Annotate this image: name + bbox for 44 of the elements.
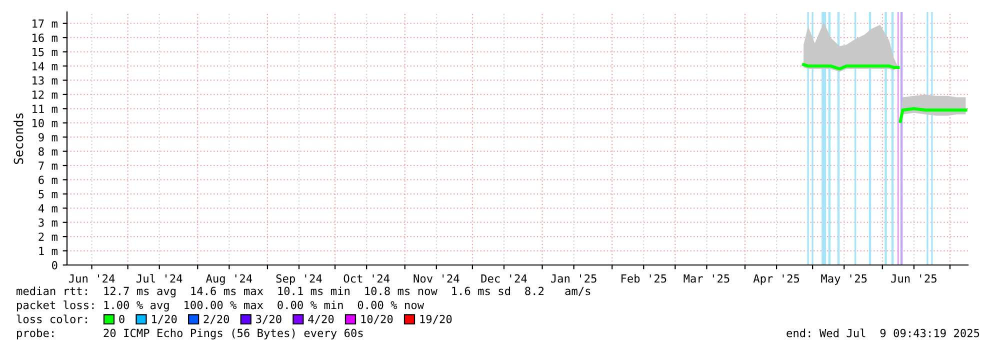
y-tick-label: 16 m <box>32 34 58 42</box>
legend-label: 3/20 <box>256 314 282 324</box>
y-tick-label: 15 m <box>32 48 58 56</box>
y-tick-label: 13 m <box>32 76 58 85</box>
y-tick-label: 10 m <box>32 118 58 128</box>
text: median rtt: 12.7 ms avg 14.6 ms max 10.1 ms min 10.8 ms now 1.6 ms sd 8.2 am/s <box>16 286 590 298</box>
x-tick-label: Mar '25 <box>684 274 730 283</box>
x-tick-label: Jul '24 <box>136 274 182 283</box>
y-tick-label: 2 m <box>38 232 58 241</box>
legend-label: 4/20 <box>308 314 334 324</box>
x-tick-label: Jun '25 <box>891 274 936 283</box>
y-tick-label: 11 m <box>32 104 58 113</box>
y-tick-label: 7 m <box>38 162 58 170</box>
y-tick-label: 17 m <box>32 20 58 28</box>
x-tick-label: Apr '25 <box>753 274 800 285</box>
x-tick-label: Sep '24 <box>276 274 322 285</box>
x-tick-label: Aug '24 <box>206 274 252 285</box>
y-tick-label: 14 m <box>32 62 58 70</box>
text: probe: 20 ICMP Echo Pings (56 Bytes) every 60s <box>17 328 363 340</box>
x-tick-label: Nov '24 <box>414 274 460 283</box>
y-tick-label: 1 m <box>39 246 58 256</box>
x-tick-label: Jun '24 <box>68 274 115 283</box>
legend-label: 2/20 <box>204 314 230 324</box>
y-tick-label: 0 <box>52 261 58 270</box>
legend-label: 1/20 <box>152 314 177 324</box>
y-tick-label: 6 m <box>38 176 58 184</box>
legend-label: 0 <box>119 314 124 324</box>
x-tick-label: May '25 <box>821 274 867 285</box>
legend-title: loss color: <box>16 314 87 324</box>
legend-label: 19/20 <box>420 314 452 324</box>
text: packet loss: 1.00 % avg 100.00 % max 0.00 % min 0.00 % now <box>17 300 424 312</box>
x-tick-label: Jan '25 <box>550 274 596 283</box>
y-tick-label: 9 m <box>38 133 58 142</box>
text: end: Wed Jul 9 09:43:19 2025 <box>786 328 980 338</box>
x-tick-label: Feb '25 <box>621 274 666 283</box>
y-tick-label: 8 m <box>38 147 58 156</box>
y-tick-label: 4 m <box>38 204 58 212</box>
x-tick-label: Oct '24 <box>344 274 390 283</box>
y-tick-label: 12 m <box>32 90 58 99</box>
legend-label: 10/20 <box>361 314 393 324</box>
y-tick-label: 5 m <box>38 190 58 198</box>
y-axis-title: Seconds <box>14 113 24 164</box>
x-tick-label: Dec '24 <box>481 274 527 283</box>
y-tick-label: 3 m <box>38 218 58 227</box>
